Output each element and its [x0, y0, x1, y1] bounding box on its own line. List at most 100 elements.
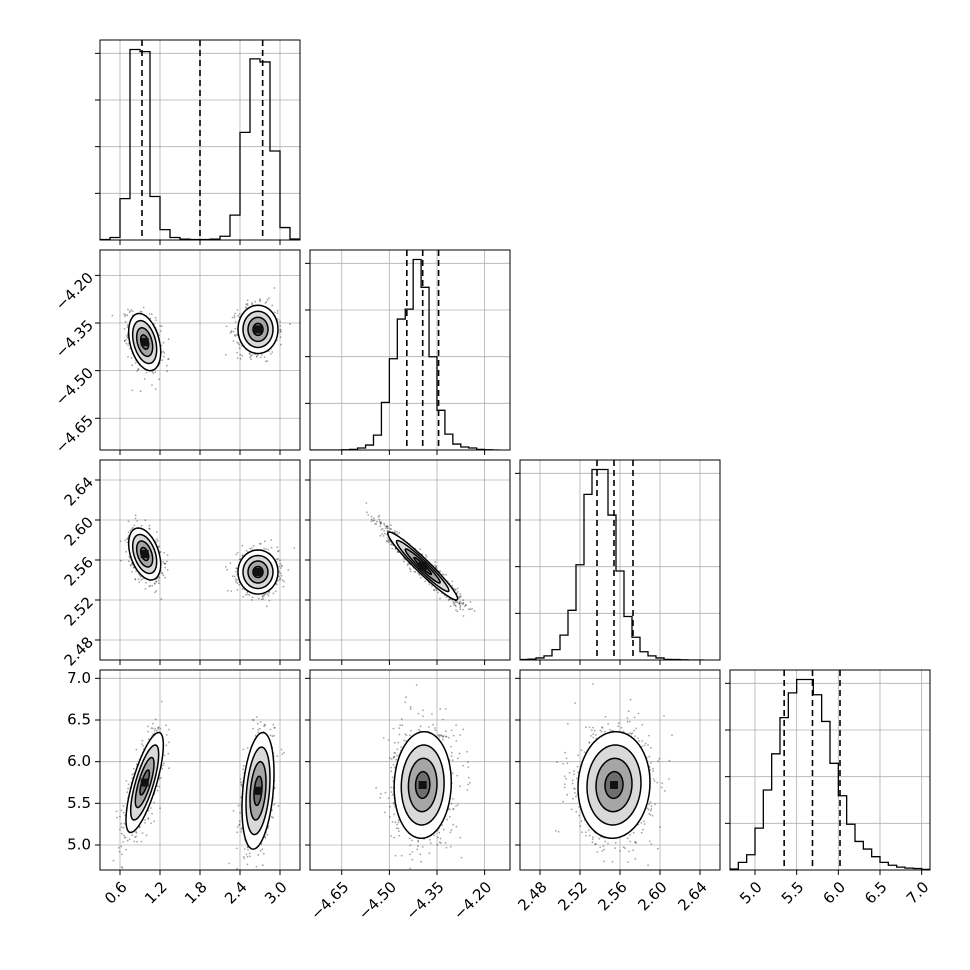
sample-point — [129, 564, 132, 567]
sample-point — [460, 595, 462, 598]
sample-point — [166, 370, 168, 373]
sample-point — [142, 306, 145, 309]
sample-point — [134, 578, 137, 581]
sample-point — [136, 520, 139, 522]
sample-point — [263, 356, 266, 359]
sample-point — [249, 353, 251, 356]
sample-point — [271, 351, 274, 353]
sample-point — [375, 520, 378, 523]
sample-point — [128, 838, 131, 841]
sample-point — [135, 831, 138, 834]
sample-point — [140, 840, 143, 843]
sample-point — [127, 344, 129, 347]
sample-point — [242, 748, 245, 751]
sample-point — [156, 538, 159, 540]
sample-point — [135, 835, 138, 838]
sample-point — [264, 723, 267, 726]
sample-point — [235, 570, 238, 573]
sample-point — [233, 334, 236, 336]
sample-point — [264, 836, 267, 839]
sample-point — [236, 867, 239, 870]
sample-point — [224, 353, 227, 356]
sample-point — [277, 579, 279, 582]
sample-point — [257, 597, 260, 600]
sample-point — [124, 314, 127, 316]
sample-point — [235, 580, 237, 583]
sample-point — [145, 371, 148, 374]
sample-point — [165, 724, 167, 727]
sample-point — [236, 309, 239, 311]
sample-point — [122, 841, 124, 843]
sample-point — [237, 342, 240, 345]
sample-point — [367, 514, 370, 516]
sample-point — [387, 541, 390, 544]
sample-point — [251, 303, 253, 306]
sample-point — [229, 332, 232, 334]
sample-point — [249, 855, 251, 858]
sample-point — [264, 540, 266, 543]
sample-point — [280, 574, 283, 577]
sample-point — [234, 335, 237, 337]
sample-point — [148, 585, 151, 588]
hist-panel-1 — [305, 249, 511, 455]
sample-point — [126, 324, 129, 327]
sample-point — [259, 849, 262, 852]
sample-point — [260, 598, 263, 601]
sample-point — [276, 546, 279, 549]
sample-point — [459, 595, 461, 597]
sample-point — [136, 840, 138, 843]
scatter-panel-2-1 — [305, 459, 511, 665]
sample-point — [131, 571, 133, 573]
sample-point — [126, 314, 129, 317]
sample-point — [252, 719, 255, 722]
sample-point — [425, 556, 428, 559]
sample-point — [439, 570, 441, 573]
density-contour — [129, 744, 160, 821]
sample-point — [159, 324, 162, 327]
sample-point — [131, 773, 134, 776]
sample-point — [135, 748, 138, 751]
sample-point — [234, 321, 237, 323]
histogram-3 — [730, 678, 930, 870]
sample-point — [272, 816, 274, 819]
panel-frame — [729, 669, 931, 871]
sample-point — [424, 580, 427, 583]
sample-point — [152, 372, 155, 375]
sample-point — [435, 566, 437, 568]
sample-point — [276, 755, 279, 757]
panel-content — [111, 287, 291, 393]
sample-point — [240, 784, 243, 787]
sample-point — [157, 726, 160, 728]
sample-point — [148, 524, 151, 527]
sample-point — [165, 734, 168, 736]
sample-point — [240, 783, 243, 785]
sample-point — [150, 313, 153, 316]
sample-point — [127, 783, 130, 786]
sample-point — [126, 541, 129, 544]
sample-point — [163, 562, 166, 565]
sample-point — [134, 836, 137, 839]
sample-point — [377, 516, 380, 518]
density-contour — [252, 565, 264, 579]
sample-point — [148, 527, 151, 530]
sample-point — [259, 727, 261, 730]
sample-point — [386, 540, 389, 543]
sample-point — [126, 791, 129, 794]
sample-point — [275, 558, 278, 561]
sample-point — [161, 768, 164, 770]
sample-point — [160, 700, 163, 703]
sample-point — [256, 355, 258, 357]
sample-point — [135, 570, 138, 573]
histogram-2 — [520, 468, 704, 660]
sample-point — [166, 554, 169, 556]
sample-point — [120, 559, 122, 562]
sample-point — [118, 846, 120, 849]
sample-point — [370, 520, 373, 523]
scatter-panel-3-0 — [95, 669, 301, 875]
sample-point — [273, 287, 276, 289]
sample-point — [229, 562, 232, 565]
sample-point — [461, 603, 464, 606]
sample-point — [127, 560, 130, 563]
sample-point — [162, 341, 165, 344]
sample-point — [257, 728, 260, 731]
